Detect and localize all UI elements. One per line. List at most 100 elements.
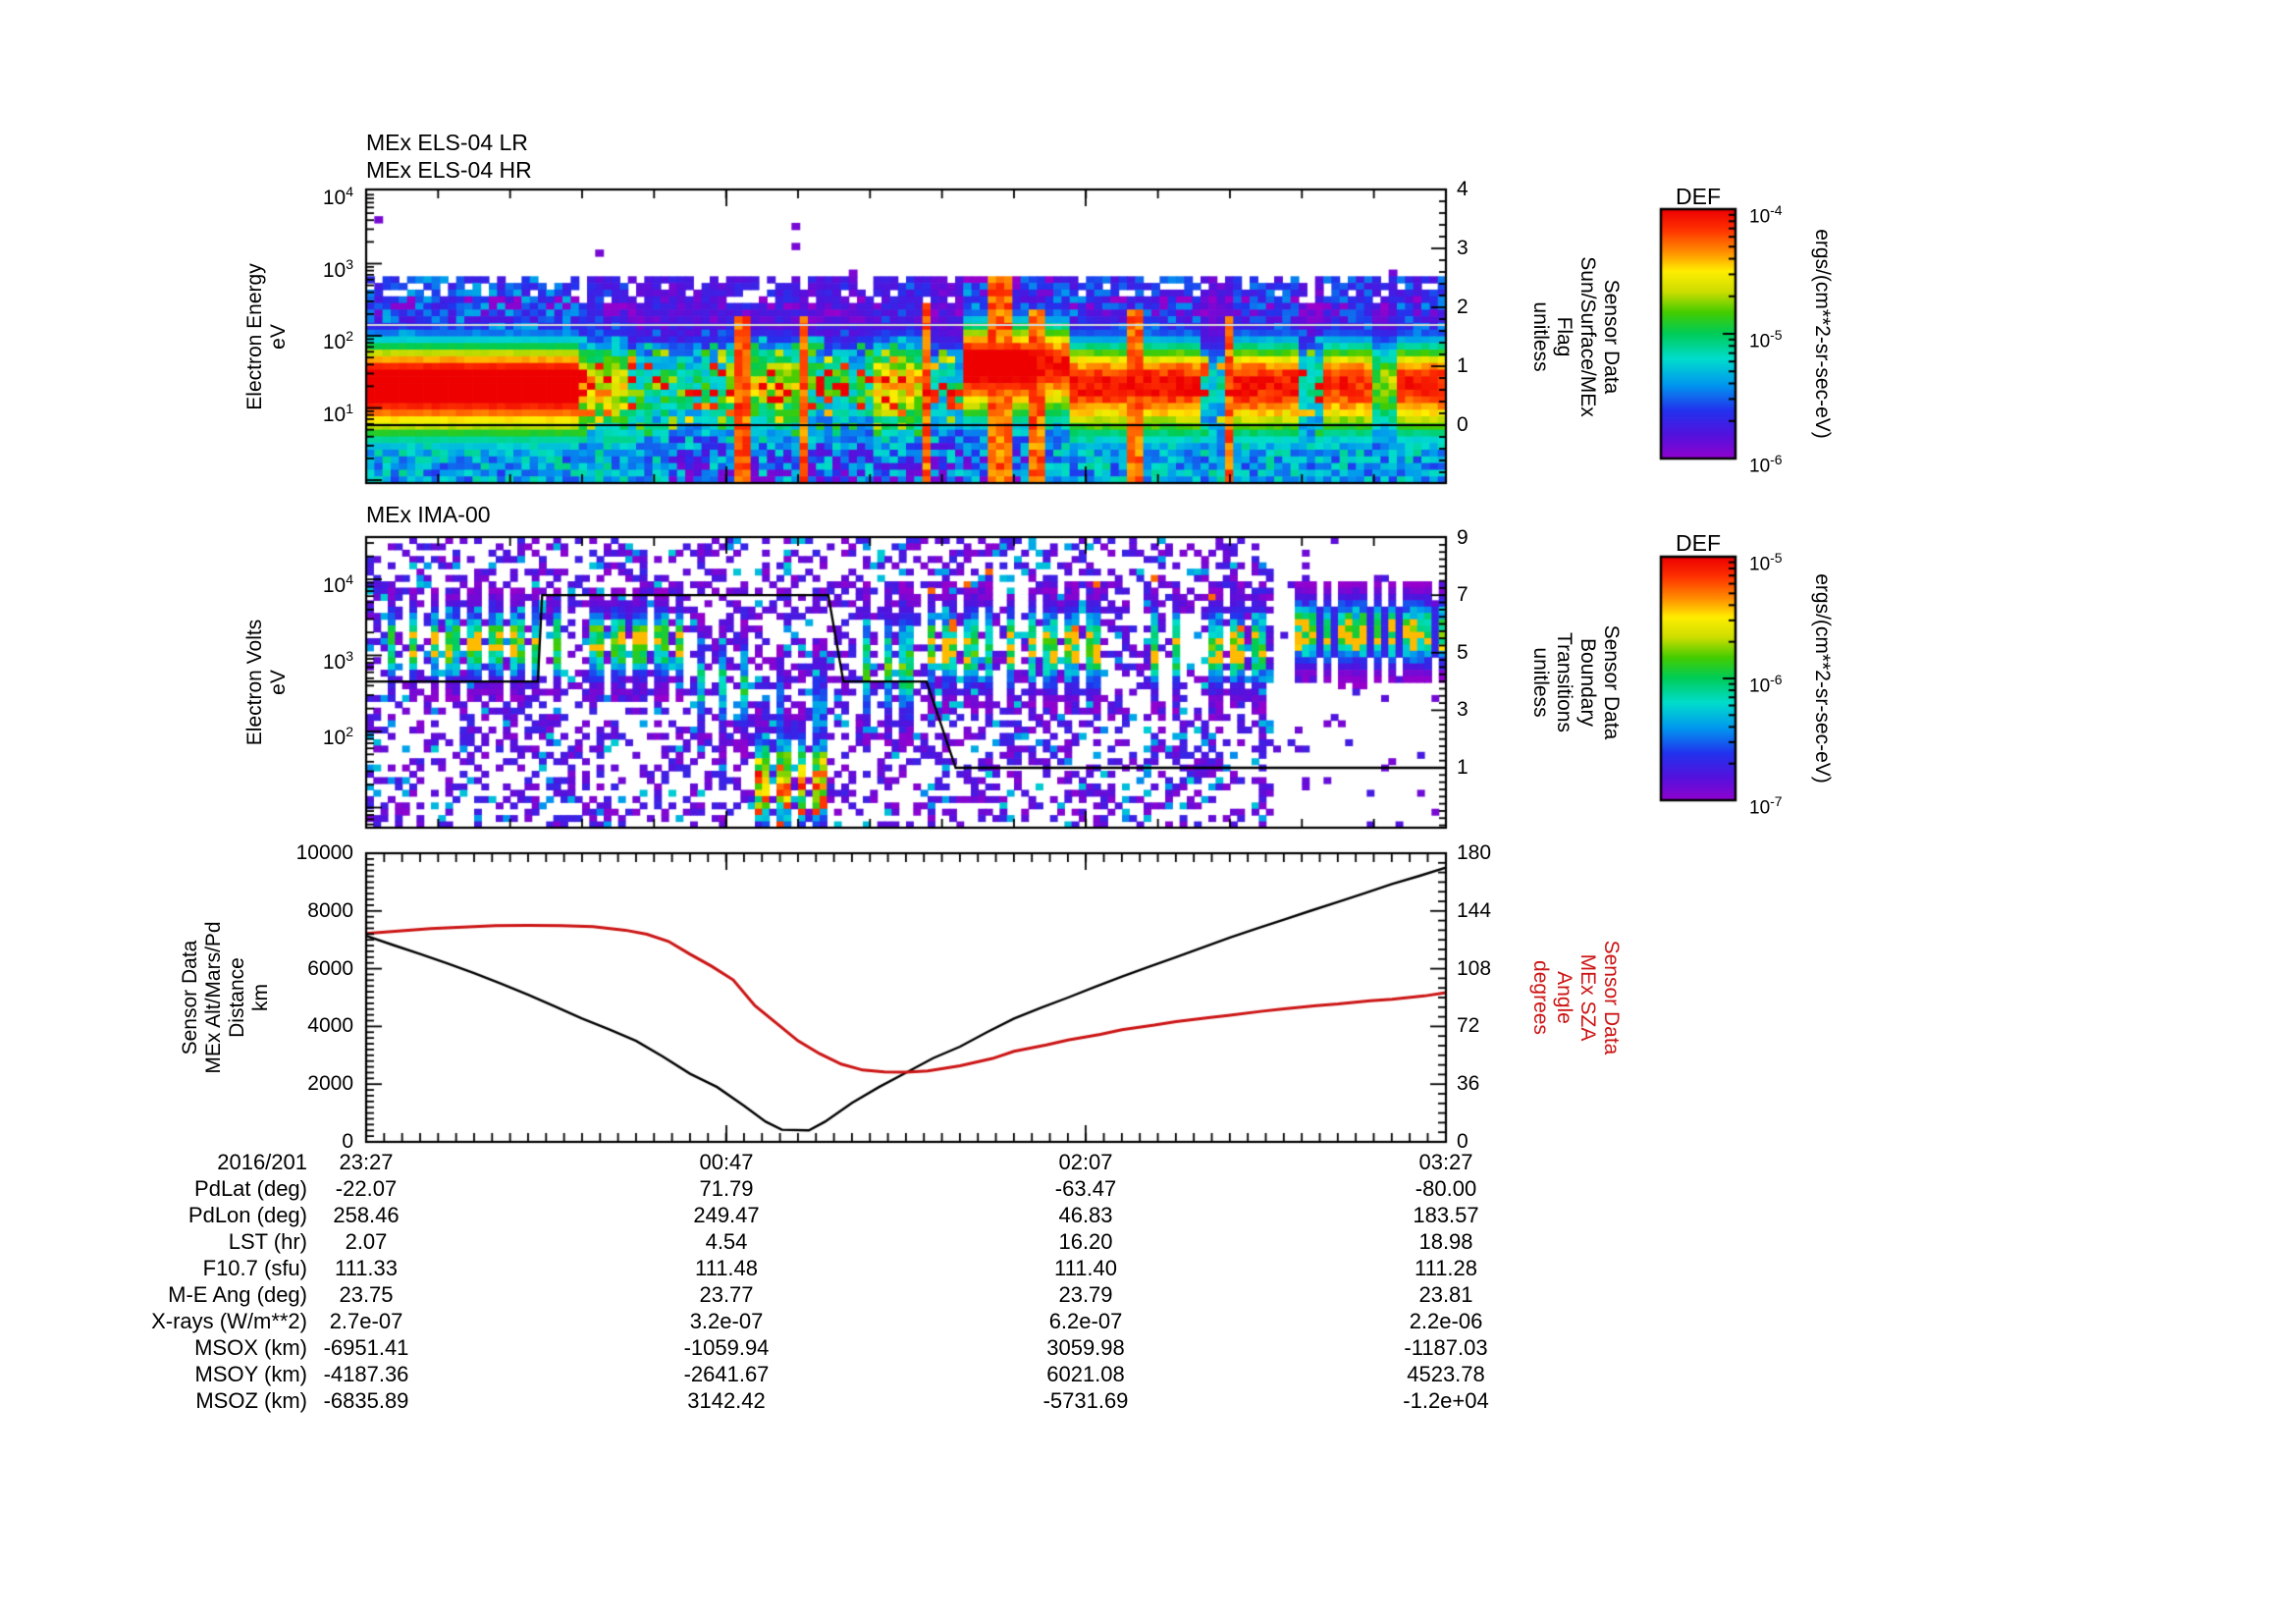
ima-ytick-1e4: 104	[322, 571, 353, 597]
sza-label-line2: MEx SZA	[1576, 953, 1599, 1042]
sza-tick-144: 144	[1457, 898, 1492, 922]
table-cell-r6c3: -1187.03	[1404, 1335, 1488, 1360]
table-cell-r0c1: 71.79	[699, 1176, 754, 1201]
distance-tick-2000: 2000	[307, 1072, 353, 1096]
colorbar2-unit-text: ergs/(cm**2-sr-sec-eV)	[1811, 573, 1834, 784]
table-cell-r8c2: -5731.69	[1042, 1388, 1129, 1413]
colorbar1-title: DEF	[1676, 184, 1721, 209]
distance-tick-0: 0	[342, 1130, 353, 1153]
els-title-hr: MEx ELS-04 HR	[366, 157, 532, 183]
table-cell-r5c3: 2.2e-06	[1409, 1309, 1483, 1333]
table-cell-r3c3: 111.28	[1414, 1256, 1478, 1280]
sza-tick-36: 36	[1457, 1072, 1480, 1096]
ima-ytick-1e3: 103	[322, 647, 353, 674]
table-cell-r5c0: 2.7e-07	[329, 1309, 403, 1333]
els-ytick-1e3: 103	[322, 255, 353, 282]
els-right-label-line4: unitless	[1529, 301, 1552, 372]
distance-label-line4: km	[249, 984, 272, 1011]
table-cell-r8c0: -6835.89	[323, 1388, 409, 1413]
colorbar2-unit-label: ergs/(cm**2-sr-sec-eV)	[1810, 433, 1834, 924]
ima-ytick-1e2: 102	[322, 724, 353, 749]
distance-tick-10000: 10000	[295, 841, 353, 864]
colorbar2-title: DEF	[1676, 530, 1721, 556]
table-cell-r1c1: 249.47	[693, 1203, 760, 1227]
colorbar1-tick-1e-4: 10-4	[1749, 202, 1783, 228]
table-cell-r6c0: -6951.41	[323, 1335, 409, 1360]
colorbar2-tick-1e-5: 10-5	[1749, 550, 1783, 575]
ima-right-label-line4: unitless	[1529, 647, 1552, 718]
colorbar2-tick-1e-7: 10-7	[1749, 793, 1783, 819]
els-right-label-line3: Flag	[1553, 316, 1575, 357]
table-cell-r8c1: 3142.42	[687, 1388, 766, 1413]
table-cell-r2c3: 18.98	[1418, 1229, 1473, 1254]
table-row-label-1: PdLon (deg)	[187, 1203, 307, 1227]
table-cell-r3c1: 111.48	[694, 1256, 759, 1280]
colorbar1-tick-1e-6: 10-6	[1749, 452, 1783, 477]
table-cell-r0c2: -63.47	[1054, 1176, 1117, 1201]
ima-boundary-tick-1: 1	[1457, 756, 1468, 779]
table-cell-r7c0: -4187.36	[323, 1362, 409, 1386]
time-tick-0327: 03:27	[1418, 1150, 1473, 1174]
table-row-label-8: MSOZ (km)	[195, 1388, 307, 1413]
table-cell-r4c1: 23.77	[699, 1282, 754, 1307]
distance-tick-8000: 8000	[307, 898, 353, 922]
ima-right-label-line3: Transitions	[1553, 632, 1575, 732]
colorbar2-tick-1e-6: 10-6	[1749, 672, 1783, 697]
table-row-label-2: LST (hr)	[228, 1229, 307, 1254]
els-right-axis-label: Sensor Data Sun/Surface/MEx Flag unitles…	[1528, 160, 1623, 514]
sza-label-line3: Angle	[1553, 971, 1575, 1024]
table-cell-r4c0: 23.75	[339, 1282, 394, 1307]
sza-label-line1: Sensor Data	[1600, 940, 1623, 1055]
table-cell-r1c2: 46.83	[1058, 1203, 1113, 1227]
distance-tick-4000: 4000	[307, 1014, 353, 1038]
els-right-label-line1: Sensor Data	[1600, 279, 1623, 395]
els-flag-tick-0: 0	[1457, 413, 1468, 436]
els-title-lr: MEx ELS-04 LR	[366, 130, 528, 155]
sza-tick-180: 180	[1457, 841, 1492, 864]
table-row-label-4: M-E Ang (deg)	[168, 1282, 307, 1307]
table-row-label-5: X-rays (W/m**2)	[151, 1309, 307, 1333]
distance-label-line1: Sensor Data	[179, 940, 201, 1055]
els-flag-tick-1: 1	[1457, 354, 1468, 377]
table-cell-r4c3: 23.81	[1418, 1282, 1473, 1307]
table-cell-r2c2: 16.20	[1058, 1229, 1113, 1254]
table-cell-r7c2: 6021.08	[1046, 1362, 1125, 1386]
table-cell-r6c1: -1059.94	[683, 1335, 770, 1360]
els-ytick-1e1: 101	[322, 400, 353, 426]
distance-tick-6000: 6000	[307, 956, 353, 980]
table-cell-r4c2: 23.79	[1058, 1282, 1113, 1307]
table-cell-r2c0: 2.07	[345, 1229, 388, 1254]
ima-right-label-line2: Boundary	[1576, 638, 1599, 727]
table-row-label-6: MSOX (km)	[194, 1335, 307, 1360]
distance-axis-label: Sensor Data MEx Alt/Mars/Pd Distance km	[179, 821, 273, 1174]
els-right-label-line2: Sun/Surface/MEx	[1576, 256, 1599, 417]
table-cell-r7c3: 4523.78	[1407, 1362, 1485, 1386]
table-cell-r1c3: 183.57	[1413, 1203, 1479, 1227]
sza-tick-0: 0	[1457, 1130, 1468, 1153]
time-tick-2327: 23:27	[339, 1150, 394, 1174]
table-cell-r1c0: 258.46	[333, 1203, 400, 1227]
colorbar1-tick-1e-5: 10-5	[1749, 327, 1783, 352]
date-label: 2016/201	[217, 1150, 307, 1174]
ima-right-axis-label: Sensor Data Boundary Transitions unitles…	[1528, 506, 1623, 859]
ima-boundary-tick-5: 5	[1457, 640, 1468, 664]
table-cell-r7c1: -2641.67	[683, 1362, 770, 1386]
table-cell-r0c3: -80.00	[1415, 1176, 1477, 1201]
ima-y-axis-label: Electron Volts eV	[243, 486, 291, 879]
table-cell-r2c1: 4.54	[705, 1229, 748, 1254]
els-y-axis-label-line1: Electron Energy	[243, 263, 266, 410]
els-ytick-1e4: 104	[322, 184, 353, 209]
table-cell-r8c3: -1.2e+04	[1403, 1388, 1489, 1413]
ima-boundary-tick-3: 3	[1457, 698, 1468, 722]
table-row-label-3: F10.7 (sfu)	[202, 1256, 307, 1280]
ima-right-label-line1: Sensor Data	[1600, 624, 1623, 740]
time-tick-0207: 02:07	[1058, 1150, 1113, 1174]
sza-tick-72: 72	[1457, 1014, 1480, 1038]
table-cell-r3c2: 111.40	[1053, 1256, 1118, 1280]
ima-y-axis-label-line2: eV	[267, 670, 290, 695]
table-cell-r5c1: 3.2e-07	[689, 1309, 764, 1333]
sza-axis-label: Sensor Data MEx SZA Angle degrees	[1528, 821, 1623, 1174]
els-flag-tick-2: 2	[1457, 296, 1468, 318]
ima-y-axis-label-line1: Electron Volts	[243, 619, 266, 746]
